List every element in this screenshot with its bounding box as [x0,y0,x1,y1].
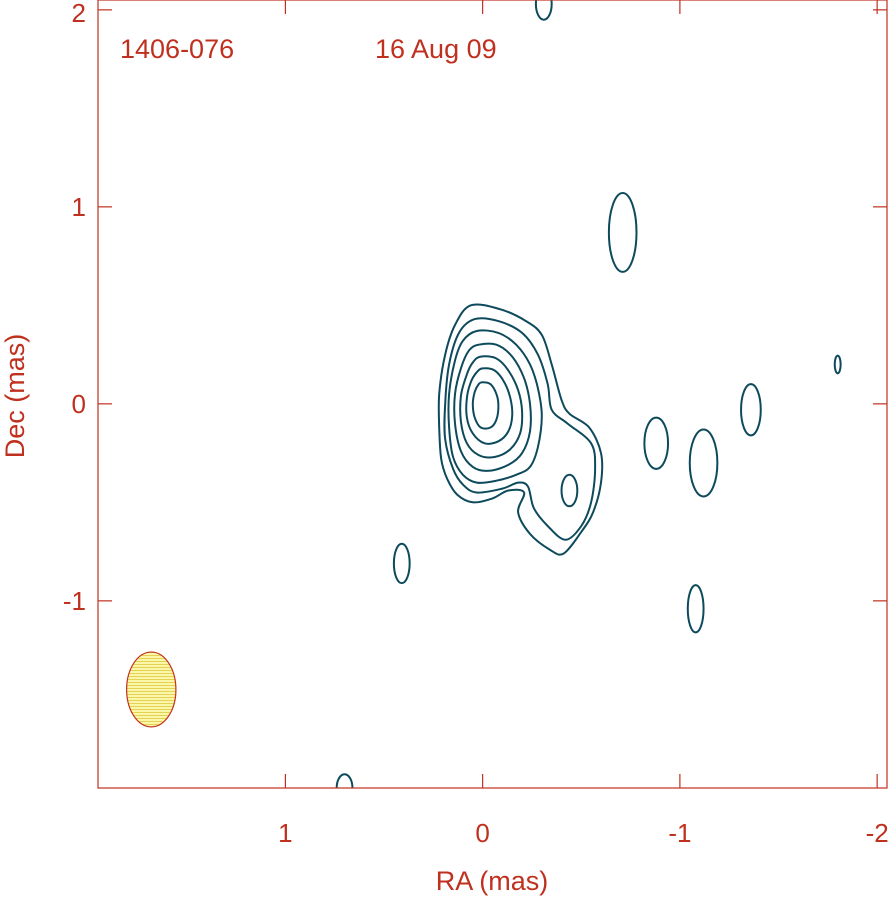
beam-layer [126,651,177,728]
isolated-contour-10 [335,773,354,788]
plot-frame [97,0,888,789]
y-tick-label-2: 0 [72,389,86,419]
core-contour-3 [447,329,543,484]
contour-layer [335,0,842,788]
isolated-contour-7 [686,584,705,634]
isolated-contour-8 [560,473,579,508]
x-tick-labels: 1 0 -1 -2 [278,818,889,848]
isolated-contour-9 [392,542,411,585]
date-annotation: 16 Aug 09 [375,34,497,64]
beam-ellipse [126,651,177,728]
core-contour-4 [453,342,532,472]
isolated-contour-3 [643,416,670,470]
core-contour-5 [459,355,524,459]
y-axis-label: Dec (mas) [0,334,30,459]
core-contour-2 [443,317,597,541]
isolated-contour-1 [534,0,553,21]
y-tick-labels: 2 1 0 -1 [63,0,86,616]
source-annotation: 1406-076 [120,34,234,64]
isolated-contour-2 [607,192,638,273]
y-tick-label-0: 2 [72,0,86,28]
y-tick-label-3: -1 [63,586,86,616]
x-tick-label-3: -2 [866,818,889,848]
x-tick-label-0: 1 [278,818,292,848]
core-contour-1 [437,303,604,556]
core-contour-6 [465,367,514,445]
x-tick-label-2: -1 [668,818,691,848]
x-axis-label: RA (mas) [436,866,549,896]
y-tick-label-1: 1 [72,192,86,222]
x-tick-label-1: 0 [475,818,489,848]
isolated-contour-6 [833,354,842,375]
core-contour-7 [471,381,500,430]
axis-ticks [98,0,887,788]
isolated-contour-5 [740,383,762,437]
isolated-contour-4 [688,428,719,498]
